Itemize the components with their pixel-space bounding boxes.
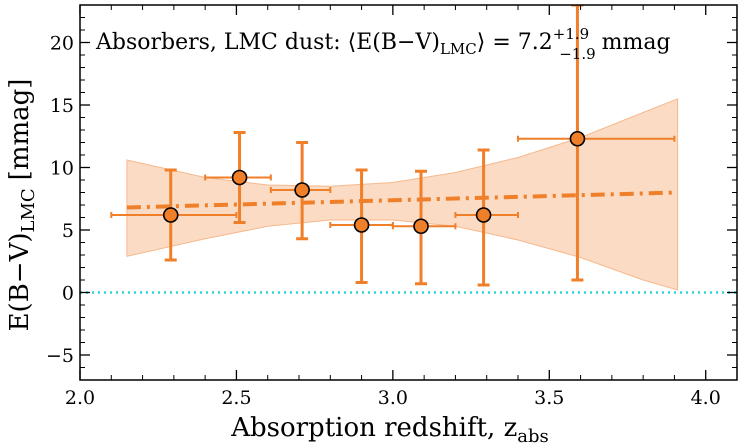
data-point-4 — [353, 217, 370, 233]
data-point-layer — [162, 130, 586, 235]
data-point-2 — [231, 169, 248, 186]
x-tick-label: 3.5 — [534, 387, 564, 409]
confidence-band-layer — [126, 98, 679, 291]
fit-line — [126, 190, 678, 210]
plot-frame — [79, 4, 738, 381]
y-tick-label: 15 — [50, 95, 74, 117]
data-point-7 — [569, 130, 586, 147]
data-point-1 — [162, 207, 179, 223]
fit-line-layer — [126, 190, 678, 210]
y-tick-label: 10 — [50, 158, 74, 180]
x-tick-label: 2.0 — [65, 387, 95, 409]
annotation-text: Absorbers, LMC dust: ⟨E(B−V)LMC⟩ = 7.2+1… — [95, 25, 671, 63]
data-point-6 — [475, 207, 492, 223]
data-point-5 — [413, 218, 429, 235]
confidence-band — [126, 98, 679, 291]
x-tick-label: 3.0 — [378, 387, 408, 409]
x-tick-label: 4.0 — [691, 387, 721, 409]
x-axis-title: Absorption redshift, zabs — [230, 413, 549, 445]
y-tick-label: 20 — [50, 33, 74, 55]
y-tick-label: 0 — [62, 283, 74, 305]
x-tick-label: 2.5 — [221, 387, 251, 409]
y-axis-title: E(B−V)LMC[mmag] — [5, 79, 39, 332]
data-point-3 — [294, 182, 310, 198]
tick-layer: 2.0 2.5 3.0 3.5 4.0 −5 0 5 10 15 20 — [46, 4, 738, 409]
y-tick-label: 5 — [62, 220, 74, 242]
y-tick-label: −5 — [46, 345, 74, 367]
